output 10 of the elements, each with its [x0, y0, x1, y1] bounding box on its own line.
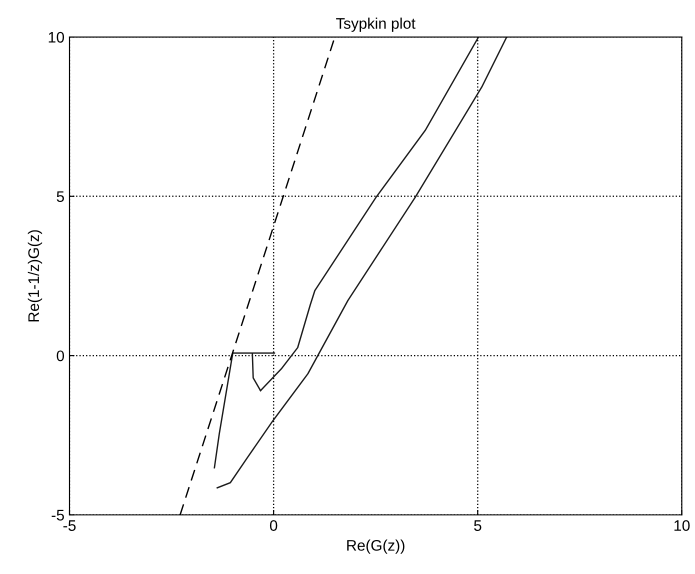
x-tick-label: 10 [674, 520, 690, 531]
x-tick-label: 0 [270, 520, 278, 531]
chart-title: Tsypkin plot [336, 18, 416, 32]
y-tick-label: 5 [56, 191, 64, 202]
y-tick-label: -5 [52, 510, 64, 521]
y-axis-title: Re(1-1/z)G(z) [28, 230, 42, 322]
x-axis-title: Re(G(z)) [347, 540, 404, 554]
x-tick-label: 5 [474, 520, 482, 531]
y-tick-label: 10 [48, 32, 64, 43]
y-tick-label: 0 [56, 350, 64, 362]
